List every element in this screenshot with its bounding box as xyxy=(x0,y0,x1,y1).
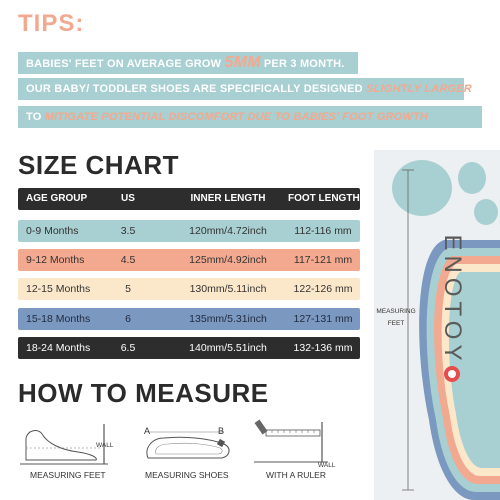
tip-line-2: Our baby/ toddler shoes are specifically… xyxy=(18,78,472,100)
header-cell: INNER LENGTH xyxy=(190,193,266,204)
measuring-feet-note: MEASURING FEET xyxy=(372,306,420,330)
cell-us: 6 xyxy=(125,313,131,325)
cell-us: 5 xyxy=(125,283,131,295)
tip-text: per 3 month. xyxy=(260,58,345,70)
cell-inner: 125mm/4.92inch xyxy=(189,254,267,266)
how-to-measure-title: HOW TO MEASURE xyxy=(18,378,269,408)
cell-age: 12-15 Months xyxy=(26,283,91,295)
tip-line-1: Babies' feet on average grow 5mm per 3 m… xyxy=(18,52,358,74)
brand-logo: ENOTOY xyxy=(439,234,466,366)
table-row: 9-12 Months 4.5 125mm/4.92inch 117-121 m… xyxy=(18,249,360,271)
note-line: MEASURING xyxy=(376,308,416,315)
cell-foot: 127-131 mm xyxy=(293,313,353,325)
tips-title: TIPS: xyxy=(18,10,85,37)
table-row: 15-18 Months 6 135mm/5.31inch 127-131 mm xyxy=(18,308,360,330)
foot-illustration-panel xyxy=(374,150,500,500)
tip-highlight: slightly larger xyxy=(366,83,472,95)
cell-age: 9-12 Months xyxy=(26,254,85,266)
cell-age: 15-18 Months xyxy=(26,313,91,325)
cell-foot: 112-116 mm xyxy=(294,225,352,237)
measuring-shoes-label: MEASURING SHOES xyxy=(145,470,229,480)
cell-foot: 132-136 mm xyxy=(293,342,353,354)
header-cell: FOOT LENGTH xyxy=(288,193,360,204)
size-chart-title: SIZE CHART xyxy=(18,150,179,180)
cell-age: 0-9 Months xyxy=(26,225,79,237)
cell-foot: 122-126 mm xyxy=(293,283,353,295)
table-row: 18-24 Months 6.5 140mm/5.51inch 132-136 … xyxy=(18,337,360,359)
cell-inner: 140mm/5.51inch xyxy=(189,342,267,354)
measuring-feet-illustration xyxy=(20,424,108,465)
cell-us: 3.5 xyxy=(120,225,136,237)
note-line: FEET xyxy=(387,320,405,327)
cell-us: 4.5 xyxy=(120,254,136,266)
cell-inner: 135mm/5.31inch xyxy=(189,313,267,325)
measuring-feet-label: MEASURING FEET xyxy=(30,470,106,480)
point-a-label: A xyxy=(144,426,151,436)
tip-text: Our baby/ toddler shoes are specifically… xyxy=(26,83,367,95)
tip-highlight: mitigate potential discomfort due to bab… xyxy=(44,111,429,123)
foot-inner-sole xyxy=(448,272,500,468)
cell-inner: 130mm/5.11inch xyxy=(189,283,267,295)
wall-label: WALL xyxy=(96,442,114,449)
toe-shape xyxy=(474,199,498,225)
tip-line-3: to mitigate potential discomfort due to … xyxy=(18,106,482,128)
table-row: 12-15 Months 5 130mm/5.11inch 122-126 mm xyxy=(18,278,360,300)
table-row: 0-9 Months 3.5 120mm/4.72inch 112-116 mm xyxy=(18,220,360,242)
tip-text: to xyxy=(26,111,45,123)
header-cell: AGE GROUP xyxy=(26,193,88,204)
ruler-illustration xyxy=(254,419,328,463)
wall-label: WALL xyxy=(318,462,336,469)
big-toe-shape xyxy=(392,160,452,216)
cell-us: 6.5 xyxy=(120,342,136,354)
foot-illustration xyxy=(392,160,500,500)
cell-foot: 117-121 mm xyxy=(293,254,353,266)
with-a-ruler-label: WITH A RULER xyxy=(266,470,326,480)
tip-highlight: 5mm xyxy=(224,54,261,71)
tip-text: Babies' feet on average grow xyxy=(26,58,225,70)
measuring-shoes-illustration xyxy=(146,431,230,459)
header-cell: US xyxy=(121,193,135,204)
point-b-label: B xyxy=(218,426,225,436)
cell-inner: 120mm/4.72inch xyxy=(189,225,267,237)
toe-shape xyxy=(458,162,486,194)
table-header-row: AGE GROUP US INNER LENGTH FOOT LENGTH xyxy=(18,188,360,210)
cell-age: 18-24 Months xyxy=(26,342,91,354)
